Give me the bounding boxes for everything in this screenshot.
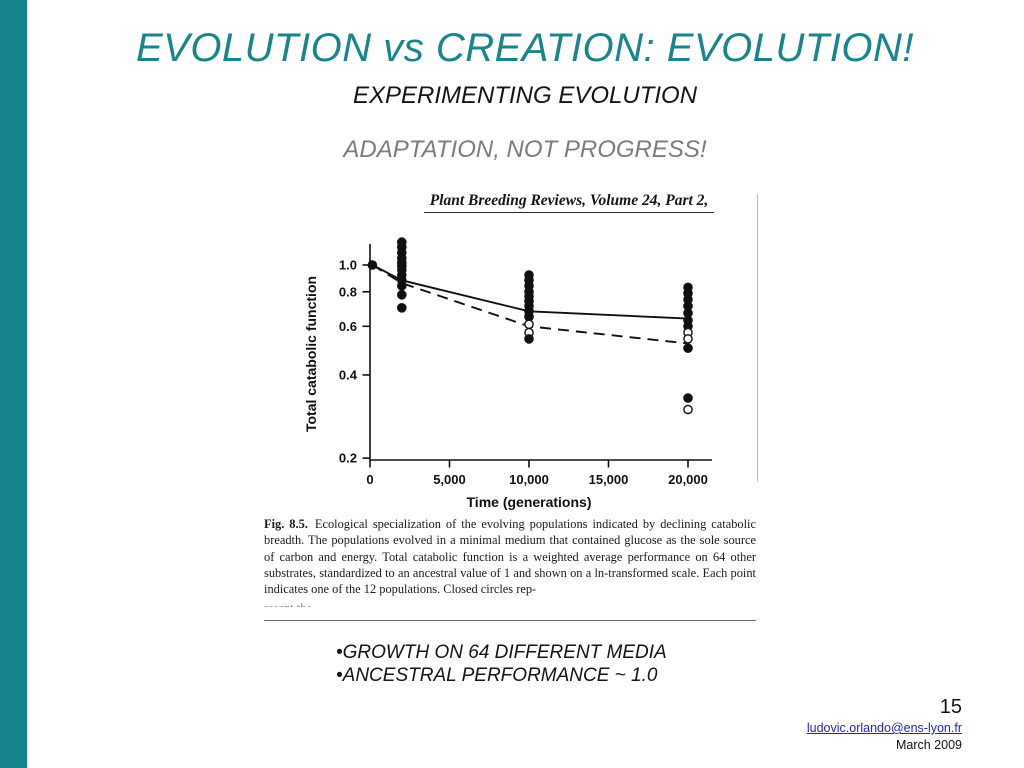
svg-text:10,000: 10,000 [509,472,549,487]
accent-bar [0,0,27,768]
slide-tagline: ADAPTATION, NOT PROGRESS! [343,136,707,163]
caption-paragraph: Fig. 8.5. Ecological specialization of th… [264,516,756,597]
email-link[interactable]: ludovic.orlando@ens-lyon.fr [806,721,962,735]
svg-text:1.0: 1.0 [339,258,357,273]
svg-text:Total catabolic function: Total catabolic function [303,276,319,432]
email-line: ludovic.orlando@ens-lyon.fr [807,719,962,737]
svg-text:Time (generations): Time (generations) [467,494,592,510]
figure-source-title: Plant Breeding Reviews, Volume 24, Part … [423,192,715,213]
bullet-item: •GROWTH ON 64 DIFFERENT MEDIA [336,641,667,664]
caption-cutoff-line: resent the ... [264,600,756,607]
svg-text:15,000: 15,000 [589,472,629,487]
scanned-figure: Plant Breeding Reviews, Volume 24, Part … [260,190,760,640]
slide-subtitle: EXPERIMENTING EVOLUTION [352,82,698,109]
bullet-marker: • [336,665,343,687]
figure-header-row: Plant Breeding Reviews, Volume 24, Part … [260,192,760,213]
svg-text:0.2: 0.2 [339,451,357,466]
bullet-text: GROWTH ON 64 DIFFERENT MEDIA [342,642,667,663]
bullet-item: •ANCESTRAL PERFORMANCE ~ 1.0 [336,664,667,687]
figure-caption: Fig. 8.5. Ecological specialization of th… [264,516,756,622]
bullet-text: ANCESTRAL PERFORMANCE ~ 1.0 [342,665,658,687]
slide-title: EVOLUTION vs CREATION: EVOLUTION! [135,26,915,70]
bullet-list: •GROWTH ON 64 DIFFERENT MEDIA •ANCESTRAL… [336,641,667,687]
catabolic-chart: 1.0 0.8 0.6 0.4 0.2 0 5,000 10,000 15,000 20,000 T… [303,237,712,510]
date-label: March 2009 [895,738,962,752]
figure-bottom-rule [264,620,756,622]
slide-footer: 15 ludovic.orlando@ens-lyon.fr March 200… [807,696,962,752]
svg-text:5,000: 5,000 [433,472,466,487]
bullet-marker: • [336,642,343,663]
svg-text:0.4: 0.4 [339,367,358,382]
caption-label: Fig. 8.5. [264,517,308,531]
svg-text:0.6: 0.6 [339,319,357,334]
page-number: 15 [939,696,962,718]
caption-body: Ecological specialization of the evolvin… [264,517,756,596]
scan-edge-line [757,194,758,482]
svg-text:0.8: 0.8 [339,284,357,299]
slide-header: EVOLUTION vs CREATION: EVOLUTION! EXPERI… [30,26,1020,164]
svg-text:20,000: 20,000 [668,472,708,487]
svg-text:0: 0 [366,472,373,487]
